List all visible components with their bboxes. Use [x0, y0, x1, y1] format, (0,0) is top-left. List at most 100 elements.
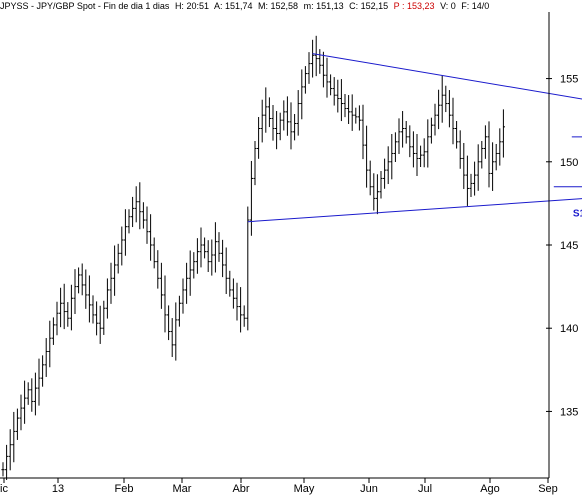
- ohlc-bar: [113, 245, 117, 296]
- ohlc-bar: [419, 145, 423, 167]
- ohlc-bar: [23, 380, 27, 424]
- ohlc-bar: [390, 133, 394, 180]
- ohlc-bar: [141, 202, 145, 229]
- ohlc-bar: [347, 95, 351, 124]
- x-tick-label: Feb: [115, 483, 134, 495]
- y-tick-label: 135: [560, 406, 578, 418]
- ohlc-bar: [167, 305, 171, 341]
- ohlc-bar: [12, 411, 16, 463]
- ohlc-bar: [350, 94, 354, 131]
- ohlc-bar: [174, 302, 178, 361]
- ohlc-bar: [37, 358, 41, 406]
- header-volume: V: 0: [440, 1, 456, 11]
- ohlc-bar: [336, 79, 340, 113]
- ohlc-bar: [41, 355, 45, 387]
- ohlc-bar: [375, 174, 379, 215]
- ohlc-bar: [253, 140, 257, 186]
- ohlc-bar: [87, 275, 91, 323]
- ohlc-bar: [300, 69, 304, 120]
- ohlc-bar: [181, 278, 185, 314]
- ohlc-bar: [480, 140, 484, 169]
- ohlc-bar: [311, 39, 315, 78]
- header-close: C: 152,15: [349, 1, 389, 11]
- ohlc-bar: [469, 173, 473, 197]
- ohlc-bar: [451, 97, 455, 145]
- ohlc-bar: [483, 125, 487, 159]
- ohlc-bar: [213, 222, 217, 273]
- ohlc-bar: [177, 295, 181, 327]
- ohlc-bar: [77, 267, 81, 294]
- ohlc-bar: [192, 252, 196, 279]
- x-tick-label: 13: [52, 483, 64, 495]
- header-min: m: 151,13: [303, 1, 344, 11]
- ohlc-bar: [69, 284, 73, 331]
- x-tick-label: Abr: [232, 483, 249, 495]
- ohlc-bar: [462, 142, 466, 190]
- ohlc-bar: [149, 214, 153, 261]
- ohlc-bar: [458, 130, 462, 169]
- y-axis: 135 140 145 150 155: [546, 74, 578, 418]
- y-tick-label: 150: [560, 157, 578, 169]
- ohlc-bar: [282, 100, 286, 131]
- ohlc-bar: [116, 243, 120, 274]
- ohlc-bar: [210, 239, 214, 276]
- ohlc-bar: [361, 104, 365, 160]
- ohlc-bar: [498, 128, 502, 166]
- ohlc-bar: [404, 121, 408, 144]
- ohlc-bar: [19, 394, 23, 431]
- ohlc-bar: [188, 250, 192, 296]
- ohlc-bar: [437, 89, 441, 130]
- ohlc-bar: [332, 77, 336, 106]
- ohlc-bar: [235, 282, 239, 321]
- ohlc-bar: [224, 247, 228, 295]
- y-tick-label: 155: [560, 74, 578, 86]
- ohlc-bar: [257, 117, 261, 159]
- trendlines: [247, 53, 582, 223]
- header-symbol: JPYSS - JPY/GBP Spot - Fin de dia 1 dias: [0, 1, 170, 11]
- ohlc-bar: [33, 372, 37, 416]
- ohlc-bar: [296, 90, 300, 136]
- ohlc-bar: [199, 227, 203, 268]
- ohlc-bar: [473, 161, 477, 196]
- ohlc-bar: [271, 105, 275, 141]
- ohlc-bar: [278, 112, 282, 141]
- ohlc-bar: [203, 237, 207, 259]
- trendline-upper[interactable]: [312, 53, 582, 112]
- ohlc-bar: [444, 85, 448, 113]
- header-open: A: 151,74: [213, 1, 253, 11]
- ohlc-bar: [185, 262, 189, 304]
- ohlc-bar: [307, 52, 311, 84]
- ohlc-bar: [73, 269, 77, 314]
- x-tick-label: Ago: [480, 483, 500, 495]
- chart-header: JPYSS - JPY/GBP Spot - Fin de dia 1 dias…: [0, 0, 582, 12]
- ohlc-bar: [138, 182, 142, 230]
- ohlc-bar: [401, 111, 405, 148]
- ohlc-bar: [267, 97, 271, 128]
- ohlc-bar: [465, 155, 469, 206]
- ohlc-bar: [170, 318, 174, 357]
- trendline-lower[interactable]: [247, 193, 582, 223]
- ohlc-bar: [487, 121, 491, 188]
- y-tick-label: 145: [560, 240, 578, 252]
- x-tick-label: ic: [0, 483, 8, 495]
- ohlc-bar: [372, 173, 376, 211]
- ohlc-bar: [134, 186, 138, 223]
- ohlc-bar: [109, 262, 113, 304]
- ohlc-bar: [66, 302, 70, 327]
- ohlc-bar: [84, 269, 88, 309]
- ohlc-bar: [249, 160, 253, 236]
- ohlc-bar: [494, 143, 498, 171]
- ohlc-bar: [476, 144, 480, 191]
- ohlc-bar: [411, 131, 415, 168]
- ohlc-bar: [289, 102, 293, 150]
- ohlc-bar: [368, 160, 372, 196]
- ohlc-bar: [55, 301, 59, 336]
- ohlc-bar: [422, 138, 426, 168]
- ohlc-bar: [217, 232, 221, 262]
- ohlc-bar: [246, 206, 250, 331]
- ohlc-bar: [127, 209, 131, 234]
- ohlc-bar: [455, 121, 459, 149]
- annotations: S1S2: [573, 209, 582, 220]
- ohlc-bar: [131, 196, 135, 228]
